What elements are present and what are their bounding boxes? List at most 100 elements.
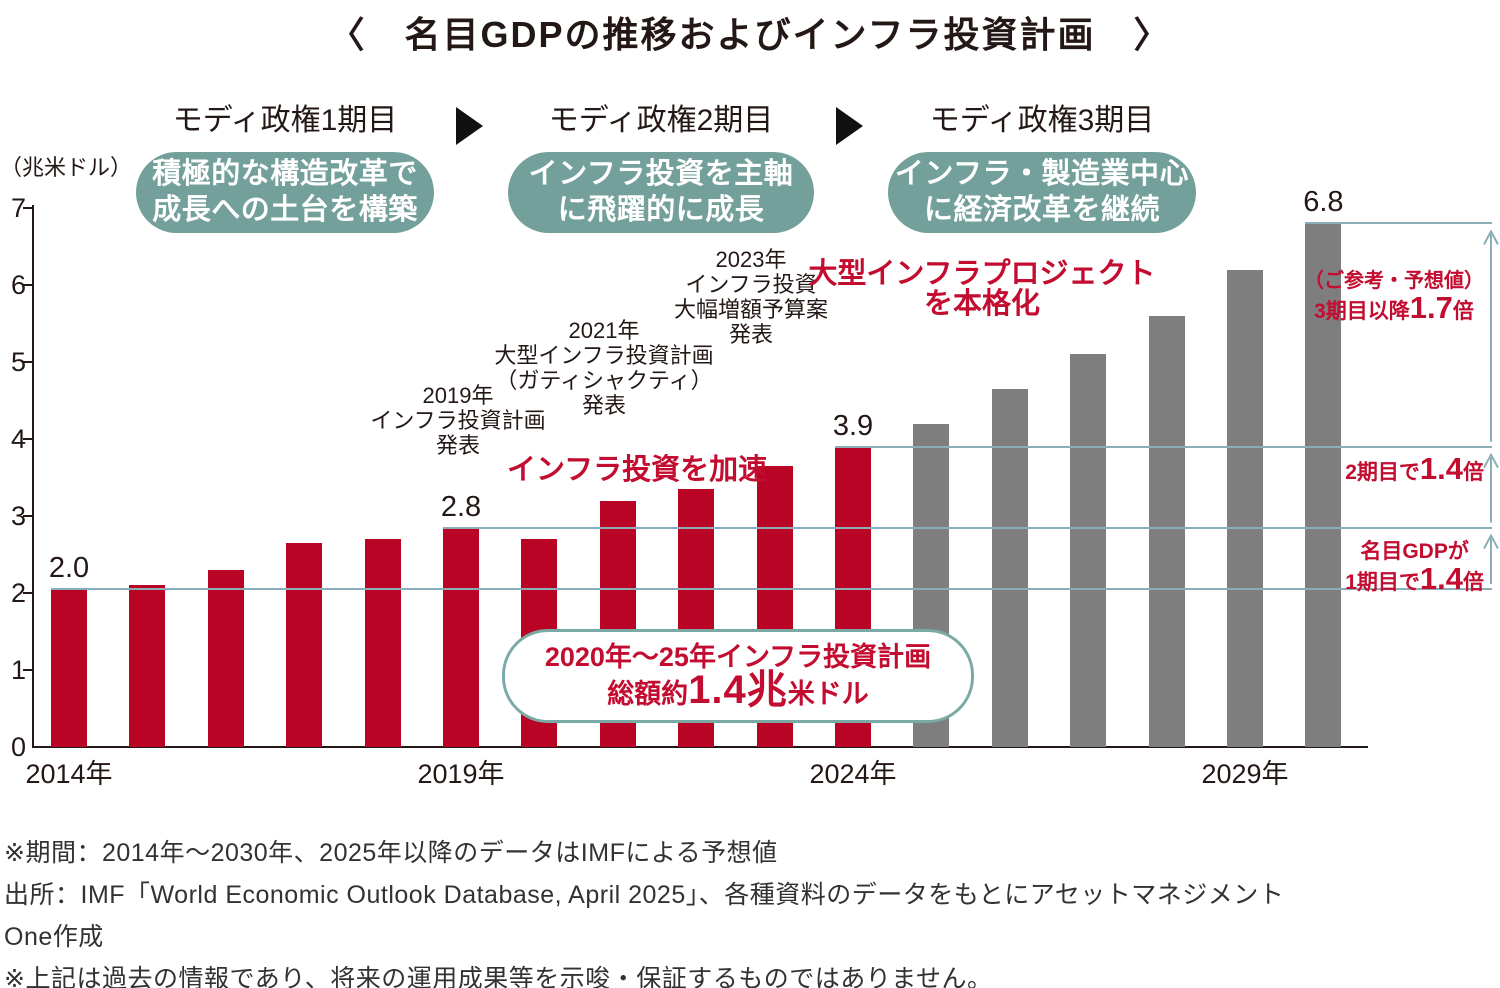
period-group-2: モディ政権2期目 インフラ投資を主軸 に飛躍的に成長: [508, 104, 814, 233]
annotation-2021-plan-line: 2021年: [568, 318, 640, 343]
bar-2026: [991, 388, 1028, 747]
period-pill-2-line: インフラ投資を主軸: [528, 158, 794, 190]
annotation-2021-plan-line: （ガティシャクティ）: [495, 368, 713, 393]
annotation-mega-project-line: 大型インフラプロジェクト: [808, 258, 1156, 290]
bar-2015: [129, 585, 166, 747]
callout-line1: 2020年～25年インフラ投資計画: [544, 642, 932, 672]
y-tick-mark-5: [23, 361, 33, 363]
y-tick-label-3: 3: [10, 501, 26, 531]
annotation-2023-plan-line: 発表: [728, 322, 774, 347]
annotation-2023-plan-line: インフラ投資: [685, 272, 817, 297]
period-pill-1-line: 積極的な構造改革で: [152, 158, 418, 190]
page-title: 〈 名目GDPの推移およびインフラ投資計画 〉: [328, 14, 1172, 55]
period-pill-3-line: に経済改革を継続: [923, 194, 1160, 226]
y-axis-line: [32, 205, 34, 748]
footnotes-line: ※上記は過去の情報であり、将来の運用成果等を示唆・保証するものではありません。: [4, 965, 993, 988]
x-axis-line: [32, 746, 1368, 748]
arrow-right-icon: [456, 107, 483, 145]
reference-line-2: [51, 588, 1492, 591]
y-tick-label-4: 4: [10, 424, 26, 454]
annotation-2019-plan-line: 発表: [435, 433, 480, 458]
bar-2029: [1227, 269, 1263, 747]
bar-2019: [443, 527, 479, 747]
callout-total-prefix: 総額約: [607, 679, 689, 709]
side-note-third-term: （ご参考・予想値） 3期目以降1.7倍: [1304, 268, 1484, 325]
y-tick-label-6: 6: [10, 270, 26, 300]
callout-total-suffix: 米ドル: [787, 679, 869, 709]
side-note-third-term-line: （ご参考・予想値）: [1304, 270, 1484, 293]
annotation-2021-plan: 2021年 大型インフラ投資計画 （ガティシャクティ） 発表: [494, 318, 713, 418]
y-tick-mark-1: [23, 669, 33, 671]
reference-line-2.8: [443, 526, 1492, 529]
y-tick-label-0: 0: [10, 732, 26, 762]
period-label-3: モディ政権3期目: [929, 104, 1155, 137]
bar-2028: [1148, 315, 1185, 747]
y-tick-label-5: 5: [10, 347, 26, 377]
period-group-3: モディ政権3期目 インフラ・製造業中心 に経済改革を継続: [888, 104, 1196, 233]
side-note-second-term-line: 2期目で1.4倍: [1345, 450, 1484, 486]
growth-arrow-first-term: [1483, 533, 1499, 585]
y-tick-label-1: 1: [10, 655, 26, 685]
growth-arrow-second-term: [1483, 452, 1499, 523]
value-label-2019: 2.8: [440, 490, 482, 523]
annotation-2019-plan-line: 2019年: [422, 383, 494, 408]
annotation-2021-plan-line: 発表: [581, 393, 626, 418]
y-tick-mark-6: [23, 284, 33, 286]
y-tick-label-7: 7: [10, 193, 26, 223]
y-tick-label-2: 2: [10, 578, 26, 608]
x-axis-label-2024: 2024年: [809, 759, 897, 789]
bar-2030: [1305, 223, 1342, 747]
period-label-2: モディ政権2期目: [548, 104, 774, 137]
growth-arrow-third-term: [1483, 229, 1499, 442]
side-note-first-term: 名目GDPが 1期目で1.4倍: [1345, 538, 1484, 596]
footnotes-line: 出所：IMF「World Economic Outlook Database, …: [4, 881, 1285, 909]
annotation-accelerate-investment: インフラ投資を加速: [507, 454, 768, 486]
y-axis-unit-label: （兆米ドル）: [0, 155, 133, 180]
bar-2014: [51, 589, 87, 747]
side-note-second-term: 2期目で1.4倍: [1345, 450, 1484, 486]
period-pill-2: インフラ投資を主軸 に飛躍的に成長: [508, 152, 814, 233]
arrow-right-icon: [836, 107, 863, 145]
footnotes-line: One作成: [4, 923, 104, 951]
side-note-first-term-line: 1期目で1.4倍: [1345, 560, 1484, 596]
period-pill-1: 積極的な構造改革で 成長への土台を構築: [136, 152, 434, 233]
y-tick-mark-2: [23, 592, 33, 594]
side-note-third-term-line: 3期目以降1.7倍: [1314, 290, 1474, 326]
annotation-2023-plan: 2023年 インフラ投資 大幅増額予算案 発表: [674, 247, 828, 347]
side-note-first-term-line: 名目GDPが: [1360, 539, 1469, 563]
footnotes: ※期間：2014年～2030年、2025年以降のデータはIMFによる予想値出所：…: [4, 832, 1496, 988]
value-label-2024: 3.9: [832, 409, 874, 442]
value-label-2014: 2.0: [48, 552, 90, 585]
investment-plan-callout: 2020年～25年インフラ投資計画 総額約 1.4兆 米ドル: [502, 629, 974, 723]
x-axis-label-2014: 2014年: [25, 759, 113, 789]
annotation-mega-project: 大型インフラプロジェクト を本格化: [808, 259, 1155, 319]
annotation-2023-plan-line: 大幅増額予算案: [673, 297, 829, 322]
bar-2017: [286, 542, 323, 747]
footnotes-line: ※期間：2014年～2030年、2025年以降のデータはIMFによる予想値: [4, 839, 778, 867]
bar-2016: [207, 569, 244, 747]
y-tick-mark-3: [23, 515, 33, 517]
x-axis-label-2029: 2029年: [1201, 759, 1289, 789]
value-label-2030: 6.8: [1303, 186, 1344, 219]
callout-total-amount: 1.4兆: [688, 668, 788, 712]
period-pill-1-line: 成長への土台を構築: [152, 194, 418, 226]
y-tick-mark-7: [23, 207, 33, 209]
period-label-1: モディ政権1期目: [172, 104, 398, 137]
annotation-2019-plan-line: インフラ投資計画: [370, 408, 546, 433]
annotation-2023-plan-line: 2023年: [715, 247, 787, 272]
x-axis-label-2019: 2019年: [417, 759, 505, 789]
annotation-2019-plan: 2019年 インフラ投資計画 発表: [370, 383, 545, 458]
bar-2027: [1070, 354, 1107, 747]
period-group-1: モディ政権1期目 積極的な構造改革で 成長への土台を構築: [136, 104, 434, 233]
period-pill-3-line: インフラ・製造業中心: [894, 158, 1190, 190]
callout-line2: 総額約 1.4兆 米ドル: [505, 670, 971, 714]
bar-2018: [364, 539, 401, 747]
reference-line-6.8: [1305, 222, 1492, 225]
period-pill-3: インフラ・製造業中心 に経済改革を継続: [888, 152, 1196, 233]
period-pill-2-line: に飛躍的に成長: [557, 194, 765, 226]
y-tick-mark-4: [23, 438, 33, 440]
annotation-2021-plan-line: 大型インフラ投資計画: [494, 343, 714, 368]
annotation-mega-project-line: を本格化: [923, 288, 1041, 320]
reference-line-3.9: [835, 445, 1492, 448]
